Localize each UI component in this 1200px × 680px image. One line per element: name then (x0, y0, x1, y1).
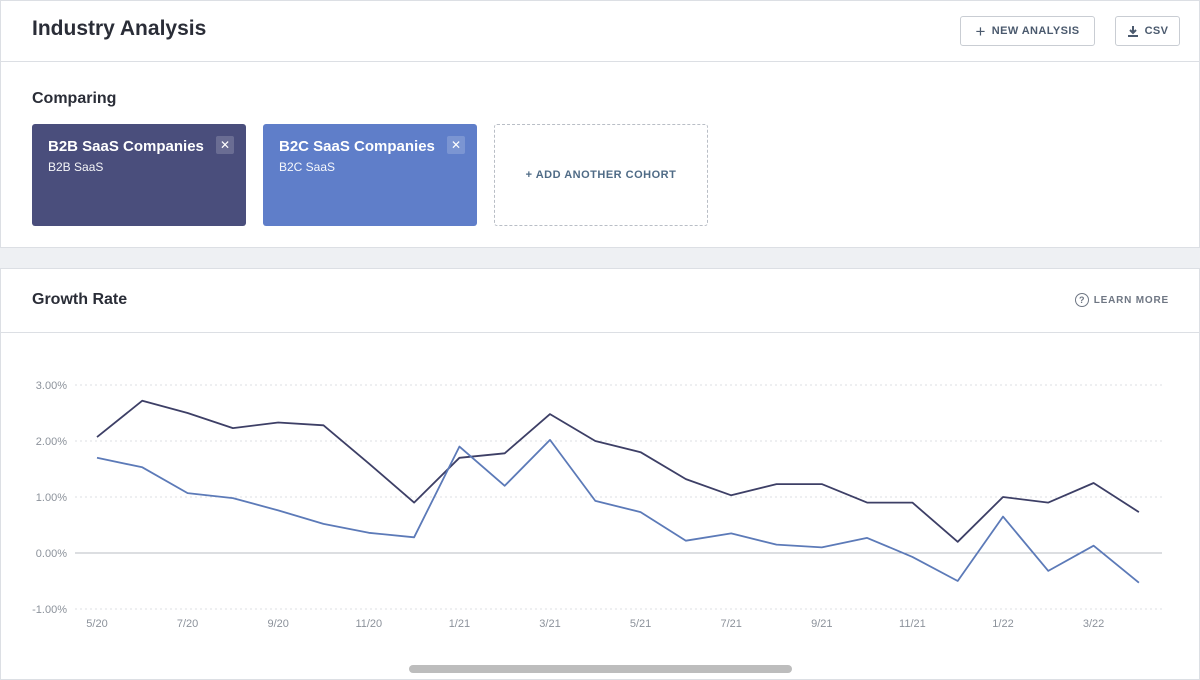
cohort-card-b2c[interactable]: B2C SaaS Companies B2C SaaS ✕ (263, 124, 477, 226)
y-tick-label: 0.00% (36, 548, 67, 560)
y-tick-label: 3.00% (36, 380, 67, 392)
chart-horizontal-scrollbar[interactable] (409, 665, 792, 673)
add-cohort-button[interactable]: + ADD ANOTHER COHORT (494, 124, 708, 226)
cohort-subtitle: B2C SaaS (279, 160, 336, 174)
series-line-b2b (96, 399, 1140, 543)
x-tick-label: 7/20 (177, 618, 198, 630)
x-tick-label: 5/21 (630, 618, 651, 630)
growth-rate-title: Growth Rate (32, 291, 128, 308)
comparing-label: Comparing (32, 90, 117, 107)
x-tick-label: 5/20 (86, 618, 107, 630)
close-icon[interactable]: ✕ (216, 136, 234, 154)
y-tick-label: 1.00% (36, 492, 67, 504)
help-circle-icon: ? (1074, 293, 1089, 307)
learn-more-link[interactable]: ? LEARN MORE (1074, 293, 1169, 307)
close-icon[interactable]: ✕ (447, 136, 465, 154)
x-tick-label: 3/22 (1083, 618, 1104, 630)
x-tick-label: 11/20 (355, 618, 382, 630)
comparing-panel: Comparing B2B SaaS Companies B2B SaaS ✕ … (0, 62, 1200, 248)
y-tick-label: 2.00% (36, 436, 67, 448)
y-tick-label: -1.00% (32, 604, 67, 616)
learn-more-label: LEARN MORE (1093, 294, 1169, 306)
cohort-name: B2C SaaS Companies (279, 138, 435, 155)
cohort-card-b2b[interactable]: B2B SaaS Companies B2B SaaS ✕ (32, 124, 246, 226)
x-tick-label: 1/21 (449, 618, 470, 630)
series-line-b2c (96, 438, 1140, 584)
new-analysis-button[interactable]: + NEW ANALYSIS (960, 16, 1095, 46)
growth-rate-header: Growth Rate ? LEARN MORE (1, 269, 1199, 333)
x-tick-label: 9/20 (267, 618, 288, 630)
csv-download-button[interactable]: CSV (1115, 16, 1180, 46)
page-title: Industry Analysis (32, 17, 207, 40)
plus-icon: + (975, 21, 986, 41)
x-tick-label: 9/21 (811, 618, 832, 630)
cohort-name: B2B SaaS Companies (48, 138, 204, 155)
x-tick-label: 11/21 (899, 618, 926, 630)
new-analysis-label: NEW ANALYSIS (991, 25, 1080, 37)
x-tick-label: 7/21 (720, 618, 741, 630)
download-icon (1127, 25, 1138, 37)
cohort-subtitle: B2B SaaS (48, 160, 104, 174)
csv-label: CSV (1144, 25, 1169, 37)
growth-rate-panel: Growth Rate ? LEARN MORE (0, 268, 1200, 680)
page-header: Industry Analysis + NEW ANALYSIS CSV (0, 0, 1200, 62)
x-tick-label: 1/22 (992, 618, 1013, 630)
x-tick-label: 3/21 (539, 618, 560, 630)
